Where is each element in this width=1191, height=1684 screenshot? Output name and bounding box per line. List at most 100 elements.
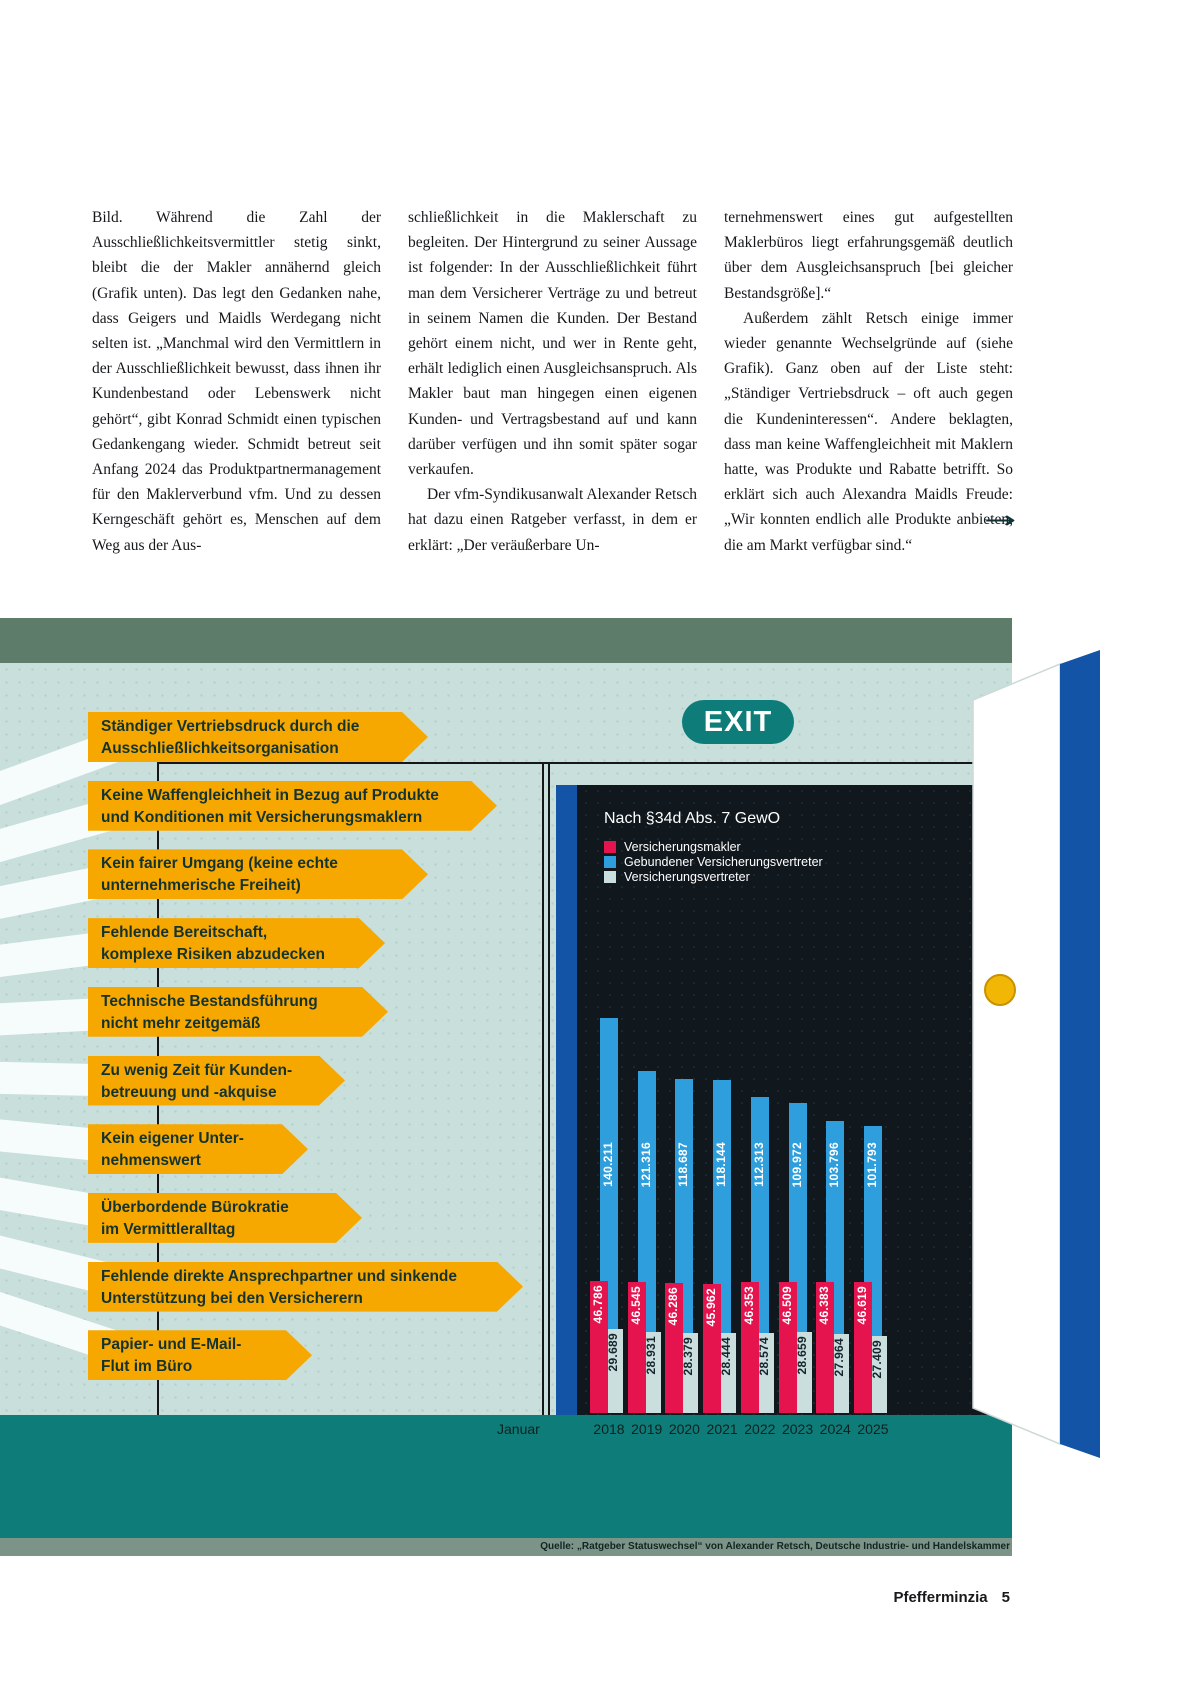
bar-value-label: 121.316 [638,1141,653,1187]
bar [793,1332,812,1413]
bar [665,1282,684,1413]
footer-page-number: 5 [1001,1589,1010,1606]
door-frame-left-line-outer [542,762,544,1415]
legend-swatch [604,870,616,883]
reason-line: Ständiger Vertriebsdruck durch die [101,718,360,735]
article-column-3: ternehmenswert eines gut aufgestellten M… [724,205,1013,558]
bar-value-label: 46.383 [817,1286,832,1325]
bar-value-label: 28.659 [794,1336,809,1375]
bar-value-label: 46.545 [628,1285,643,1325]
bar-value-label: 46.786 [591,1285,605,1324]
paragraph: Bild. Während die Zahl der Ausschließlic… [92,209,381,554]
bar-value-label: 28.931 [643,1335,658,1375]
source-note: Quelle: „Ratgeber Statuswechsel“ von Ale… [540,1541,1010,1552]
bars-layer: 140.211 29.689 46.786 121.316 28.931 46.545 11… [556,785,1010,1415]
reason-banner: Technische Bestandsführung nicht mehr zei… [88,987,388,1037]
bar-value-label: 27.964 [832,1338,847,1377]
reason-banner: Zu wenig Zeit für Kunden-betreuung und -… [88,1056,345,1106]
reason-banner: Fehlende direkte Ansprechpartner und sin… [88,1262,523,1312]
paragraph: Der vfm-Syndikusanwalt Alexander Retsch … [408,486,697,554]
teal-floor-band [0,1415,1012,1538]
bar-value-label: 109.972 [789,1141,804,1187]
reason-line: betreuung und -akquise [101,1083,277,1101]
legend-swatch [604,840,616,853]
bar-value-label: 28.444 [719,1336,734,1376]
legend-label: Gebundener Versicherungsvertreter [624,854,823,869]
chart-panel: Nach §34d Abs. 7 GewO Versicherungsmakle… [556,785,1010,1415]
reason-banner: Überbordende Bürokratie im Vermittlerallt… [88,1193,362,1243]
bottom-sage-strip [0,1538,1012,1556]
bar [778,1282,797,1413]
reason-line: Fehlende Bereitschaft, [101,924,268,942]
bar [590,1281,608,1413]
reason-banner: Papier- und E-Mail- Flut im Büro [88,1330,312,1380]
reason-line: Papier- und E-Mail- [101,1336,242,1354]
bar [740,1282,759,1413]
reason-line: und Konditionen mit Versicherungsmaklern [101,808,423,826]
paragraph: Außerdem zählt Retsch einige immer wiede… [724,309,1013,554]
bar-value-label: 46.619 [854,1285,869,1325]
bar-value-label: 112.313 [751,1142,766,1187]
reason-line: Überbordende Bürokratie [101,1198,289,1216]
reason-line: Flut im Büro [101,1358,193,1376]
bar-value-label: 29.689 [606,1333,620,1372]
bar-value-label: 101.793 [864,1141,879,1187]
bar [755,1332,774,1413]
reason-banner: Keine Waffengleichheit in Bezug auf Prod… [88,781,497,831]
bar [853,1281,872,1413]
bar [868,1335,887,1413]
reason-line: im Vermittleralltag [101,1220,236,1238]
x-axis: Januar 2018 2019 2020 2021 2022 2023 2024 2025 [0,1421,1012,1441]
reason-line: Kein fairer Umgang (keine echte [101,855,338,873]
reason-banner: Ständiger Vertriebsdruck durch die Aussch… [88,712,428,762]
legend-item: Versicherungsmakler [604,839,823,854]
top-sage-band [0,618,1012,663]
legend-label: Versicherungsmakler [624,839,741,854]
x-axis-year-label: 2018 [593,1421,625,1437]
bar-value-label: 28.379 [681,1337,696,1376]
x-axis-year-label: 2024 [819,1421,851,1437]
x-axis-year-label: 2020 [668,1421,700,1437]
door-jamb-blue-strip [556,785,577,1415]
x-axis-year-label: 2021 [706,1421,738,1437]
door-edge-blue [1060,650,1100,1458]
reason-line: Technische Bestandsführung [101,992,318,1010]
legend-item: Gebundener Versicherungsvertreter [604,854,823,869]
paragraph: schließlichkeit in die Maklerschaft zu b… [408,209,697,479]
chart-title: Nach §34d Abs. 7 GewO [604,810,781,827]
bar-value-label: 118.687 [676,1142,691,1187]
door-frame-left-line-inner [548,762,550,1415]
bar-value-label: 28.574 [756,1336,771,1376]
chart-legend: Versicherungsmakler Gebundener Versicheru… [604,839,823,884]
reason-line: Unterstützung bei den Versicherern [101,1289,363,1307]
reason-line: nicht mehr zeitgemäß [101,1014,261,1032]
legend-item: Versicherungsvertreter [604,869,823,884]
reason-line: Kein eigener Unter- [101,1130,244,1148]
bar [718,1332,737,1413]
continue-arrow-icon: → [984,506,1017,534]
legend-swatch [604,855,616,868]
x-axis-year-label: 2025 [857,1421,889,1437]
bar-value-label: 46.353 [741,1286,756,1325]
footer-brand: Pfefferminzia [893,1589,988,1606]
reason-banner: Kein eigener Unter-nehmenswert [88,1124,308,1174]
door-frame-top-line [157,762,1100,764]
bar [605,1329,623,1413]
reason-line: komplexe Risiken abzudecken [101,946,325,964]
x-axis-year-label: 2022 [744,1421,776,1437]
bar-value-label: 46.509 [779,1286,794,1325]
bar-value-label: 118.144 [714,1142,729,1187]
x-axis-year-label: 2019 [631,1421,663,1437]
bar-value-label: 27.409 [869,1339,884,1379]
reason-banner: Fehlende Bereitschaft, komplexe Risiken a… [88,918,385,968]
bar [642,1331,661,1413]
reason-line: unternehmerische Freiheit) [101,877,301,895]
reason-line: Zu wenig Zeit für Kunden- [101,1061,293,1079]
article-column-2: schließlichkeit in die Maklerschaft zu b… [408,205,697,558]
bar-value-label: 140.211 [601,1142,615,1187]
x-axis-month-label: Januar [497,1421,540,1437]
reason-line: Ausschließlichkeitsorganisation [101,740,339,757]
reason-line: Keine Waffengleichheit in Bezug auf Prod… [101,786,439,804]
paragraph: ternehmenswert eines gut aufgestellten M… [724,209,1013,302]
